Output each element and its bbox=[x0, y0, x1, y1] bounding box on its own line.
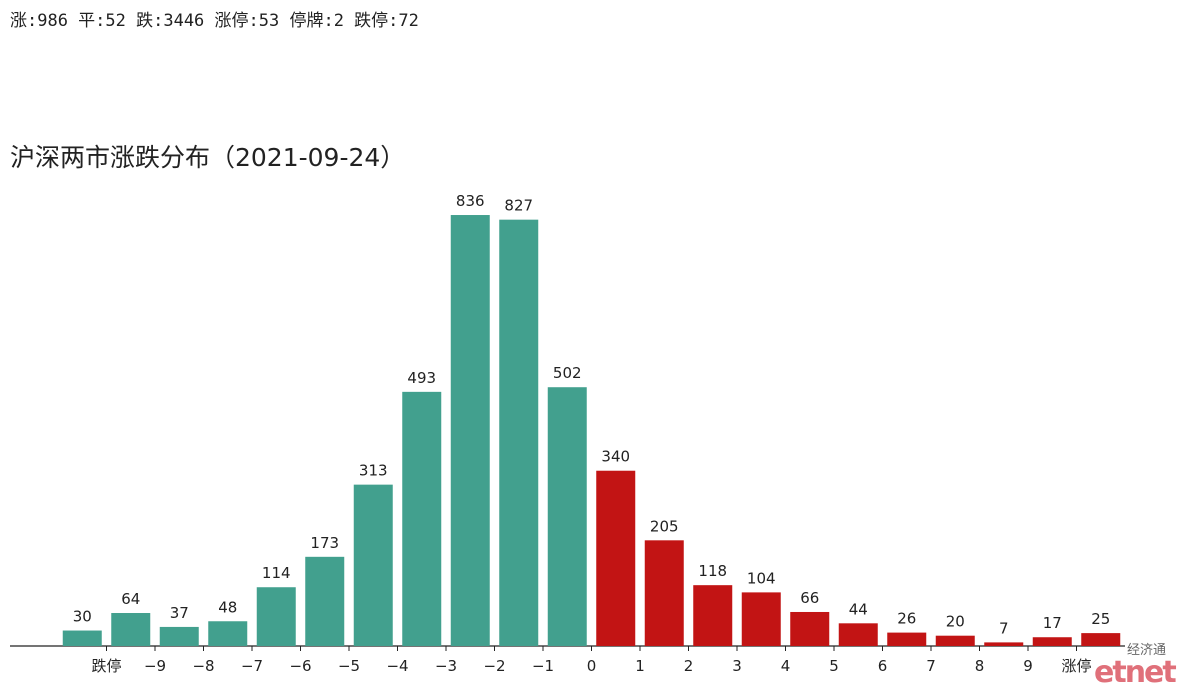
x-tick-label: 4 bbox=[781, 657, 791, 675]
x-tick-label: 5 bbox=[829, 657, 839, 675]
x-tick-label: 8 bbox=[975, 657, 985, 675]
bar bbox=[402, 391, 442, 646]
chart-title: 沪深两市涨跌分布（2021-09-24） bbox=[10, 143, 405, 172]
bar bbox=[450, 215, 490, 646]
value-label: 20 bbox=[946, 613, 965, 631]
bar bbox=[159, 626, 199, 646]
bar bbox=[644, 540, 684, 646]
value-label: 313 bbox=[359, 462, 388, 480]
bar bbox=[305, 556, 345, 646]
x-tick-label: −5 bbox=[338, 657, 360, 675]
value-label: 48 bbox=[218, 598, 237, 616]
x-tick-label: −8 bbox=[192, 657, 214, 675]
bar bbox=[547, 387, 587, 646]
value-label: 30 bbox=[73, 608, 92, 626]
bar bbox=[353, 484, 393, 646]
value-label: 64 bbox=[121, 590, 140, 608]
value-label: 118 bbox=[698, 562, 727, 580]
x-tick-label: 涨停 bbox=[1061, 657, 1091, 675]
x-tick-label: 7 bbox=[926, 657, 936, 675]
value-label: 37 bbox=[170, 604, 189, 622]
x-tick-label: 9 bbox=[1023, 657, 1033, 675]
value-label: 502 bbox=[553, 364, 582, 382]
value-label: 26 bbox=[897, 610, 916, 628]
bar bbox=[887, 632, 927, 646]
x-tick-label: −4 bbox=[386, 657, 408, 675]
x-tick-label: −2 bbox=[483, 657, 505, 675]
x-tick-label: −9 bbox=[144, 657, 166, 675]
x-tick-label: −7 bbox=[241, 657, 263, 675]
value-label: 7 bbox=[999, 619, 1009, 637]
x-tick-label: −1 bbox=[532, 657, 554, 675]
bar bbox=[596, 470, 636, 646]
x-tick-label: −6 bbox=[289, 657, 311, 675]
bar bbox=[62, 630, 102, 646]
value-label: 836 bbox=[456, 192, 485, 210]
value-label: 340 bbox=[601, 448, 630, 466]
bar bbox=[693, 585, 733, 646]
bar bbox=[984, 642, 1024, 646]
x-tick-label: 跌停 bbox=[91, 657, 121, 675]
bar bbox=[1081, 633, 1121, 646]
x-tick-label: 6 bbox=[878, 657, 888, 675]
bar bbox=[499, 219, 539, 646]
bar bbox=[790, 611, 830, 646]
bar bbox=[741, 592, 781, 646]
value-label: 25 bbox=[1091, 610, 1110, 628]
bar bbox=[1032, 637, 1072, 646]
value-label: 114 bbox=[262, 564, 291, 582]
bar bbox=[111, 613, 151, 646]
value-label: 66 bbox=[800, 589, 819, 607]
x-tick-label: 1 bbox=[635, 657, 645, 675]
watermark-logo: etnet bbox=[1094, 655, 1176, 685]
bar bbox=[838, 623, 878, 646]
value-label: 17 bbox=[1043, 614, 1062, 632]
value-label: 493 bbox=[407, 369, 436, 387]
bar bbox=[208, 621, 248, 646]
bar bbox=[935, 635, 975, 646]
header-stats: 涨:986 平:52 跌:3446 涨停:53 停牌:2 跌停:72 bbox=[10, 11, 419, 31]
bar bbox=[256, 587, 296, 646]
x-tick-label: 2 bbox=[684, 657, 694, 675]
value-label: 205 bbox=[650, 517, 679, 535]
value-label: 827 bbox=[504, 197, 533, 215]
value-label: 104 bbox=[747, 569, 776, 587]
watermark-text: 经济通 bbox=[1127, 643, 1166, 658]
value-label: 173 bbox=[310, 534, 339, 552]
value-label: 44 bbox=[849, 600, 868, 618]
x-tick-label: −3 bbox=[435, 657, 457, 675]
x-tick-label: 3 bbox=[732, 657, 742, 675]
x-tick-label: 0 bbox=[587, 657, 597, 675]
